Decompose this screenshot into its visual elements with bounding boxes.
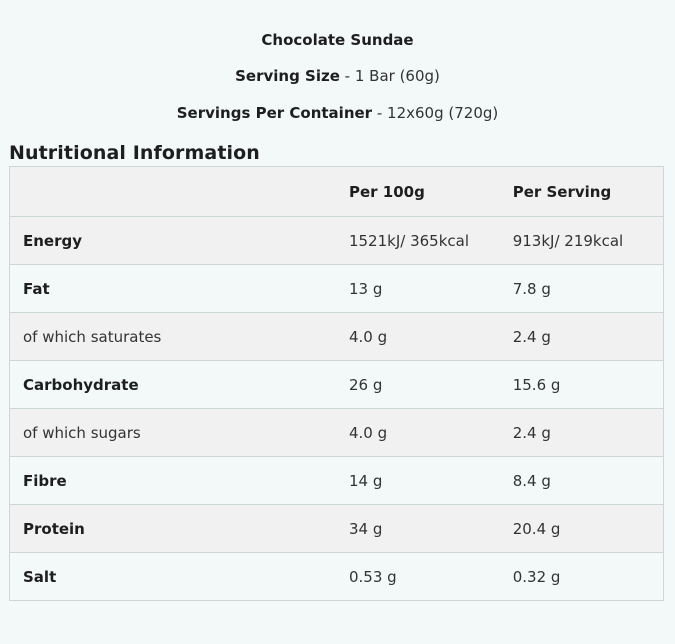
nutrient-label: of which saturates	[8, 312, 336, 361]
table-row: Fibre 14 g 8.4 g	[8, 456, 664, 505]
serving-size-label: Serving Size	[235, 67, 340, 85]
table-row: Fat 13 g 7.8 g	[8, 264, 664, 313]
nutrient-label: Protein	[8, 504, 336, 553]
product-name-text: Chocolate Sundae	[261, 31, 414, 49]
table-header-row: Per 100g Per Serving	[8, 166, 664, 217]
header-per-100g: Per 100g	[335, 166, 500, 217]
table-row: Carbohydrate 26 g 15.6 g	[8, 360, 664, 409]
per-serving-value: 15.6 g	[499, 360, 664, 409]
per-100g-value: 1521kJ/ 365kcal	[335, 216, 500, 265]
table-body: Energy 1521kJ/ 365kcal 913kJ/ 219kcal Fat 13…	[8, 216, 664, 601]
nutrient-label: Carbohydrate	[8, 360, 336, 409]
header-per-serving: Per Serving	[499, 166, 664, 217]
per-serving-value: 2.4 g	[499, 408, 664, 457]
nutrient-label: Salt	[8, 552, 336, 601]
servings-label: Servings Per Container	[176, 104, 373, 122]
table-row: of which sugars 4.0 g 2.4 g	[8, 408, 664, 457]
per-serving-value: 0.32 g	[499, 552, 664, 601]
section-title: Nutritional Information	[9, 142, 260, 164]
per-serving-value: 20.4 g	[499, 504, 664, 553]
per-100g-value: 14 g	[335, 456, 500, 505]
table-row: Energy 1521kJ/ 365kcal 913kJ/ 219kcal	[8, 216, 664, 265]
nutrient-label: of which sugars	[8, 408, 336, 457]
serving-size-value: 1 Bar (60g)	[354, 67, 440, 85]
nutrient-label: Energy	[8, 216, 336, 265]
nutrient-label: Fibre	[8, 456, 336, 505]
table-row: Protein 34 g 20.4 g	[8, 504, 664, 553]
servings-per-container: Servings Per Container - 12x60g (720g)	[0, 103, 675, 123]
per-serving-value: 2.4 g	[499, 312, 664, 361]
servings-value: 12x60g (720g)	[387, 104, 499, 122]
product-name: Chocolate Sundae	[0, 30, 675, 50]
nutrient-label: Fat	[8, 264, 336, 313]
per-100g-value: 4.0 g	[335, 408, 500, 457]
table-row: of which saturates 4.0 g 2.4 g	[8, 312, 664, 361]
header-nutrient	[8, 166, 336, 217]
per-100g-value: 4.0 g	[335, 312, 500, 361]
per-100g-value: 26 g	[335, 360, 500, 409]
serving-size-separator: -	[344, 67, 355, 85]
per-100g-value: 34 g	[335, 504, 500, 553]
servings-separator: -	[376, 104, 388, 122]
per-serving-value: 7.8 g	[499, 264, 664, 313]
per-100g-value: 0.53 g	[335, 552, 500, 601]
serving-size: Serving Size - 1 Bar (60g)	[0, 66, 675, 86]
nutrition-table: Per 100g Per Serving Energy 1521kJ/ 365kc…	[8, 166, 664, 601]
table-row: Salt 0.53 g 0.32 g	[8, 552, 664, 601]
per-serving-value: 8.4 g	[499, 456, 664, 505]
per-100g-value: 13 g	[335, 264, 500, 313]
per-serving-value: 913kJ/ 219kcal	[499, 216, 664, 265]
